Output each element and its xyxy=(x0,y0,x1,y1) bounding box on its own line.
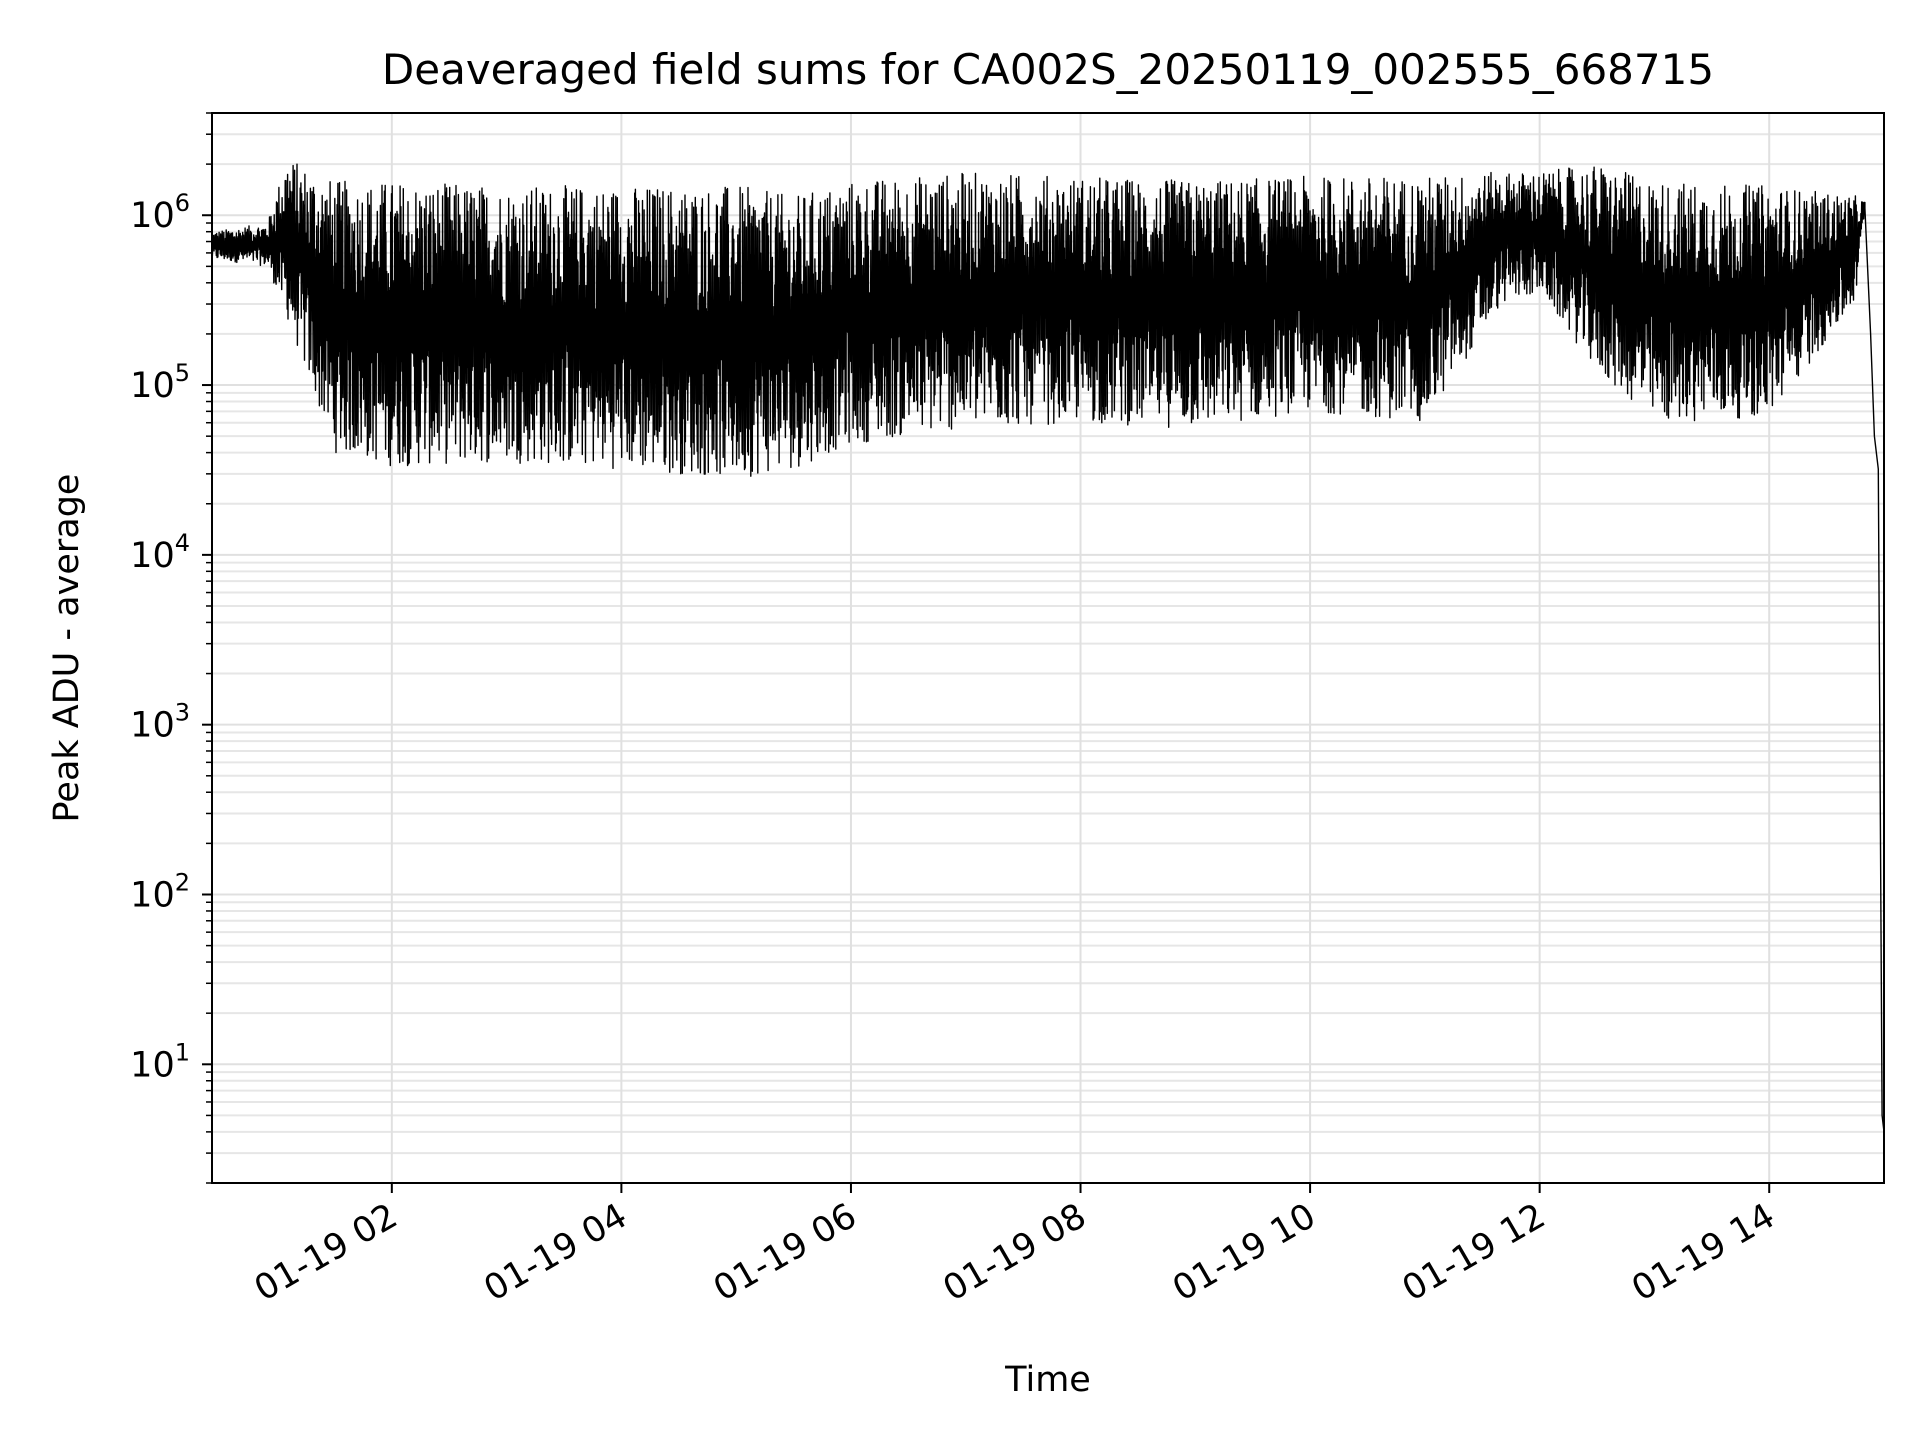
x-axis: 01-19 02 01-19 04 01-19 06 01-19 08 01-19 10… xyxy=(248,1183,1782,1309)
x-tick-label: 01-19 14 xyxy=(1625,1196,1781,1309)
plot-frame xyxy=(211,112,1885,1184)
y-tick-label: 102 xyxy=(130,868,190,915)
y-tick-label: 106 xyxy=(130,189,190,236)
y-tick-label: 101 xyxy=(130,1038,190,1085)
chart-title: Deaveraged field sums for CA002S_2025011… xyxy=(382,45,1714,94)
x-tick-label: 01-19 02 xyxy=(248,1196,404,1309)
x-tick-label: 01-19 12 xyxy=(1396,1196,1552,1309)
y-tick-label: 105 xyxy=(130,359,190,406)
y-axis-title: Peak ADU - average xyxy=(47,474,87,823)
y-tick-label: 104 xyxy=(130,529,190,576)
x-tick-label: 01-19 10 xyxy=(1166,1196,1322,1309)
x-tick-label: 01-19 08 xyxy=(937,1196,1093,1309)
y-tick-label: 103 xyxy=(130,699,190,746)
series-trace xyxy=(211,163,1885,1132)
x-tick-label: 01-19 04 xyxy=(478,1196,634,1309)
series-line xyxy=(211,163,1885,1132)
y-axis: 101 102 103 104 105 106 xyxy=(130,112,212,1184)
x-axis-title: Time xyxy=(1004,1360,1091,1400)
x-tick-label: 01-19 06 xyxy=(707,1196,863,1309)
